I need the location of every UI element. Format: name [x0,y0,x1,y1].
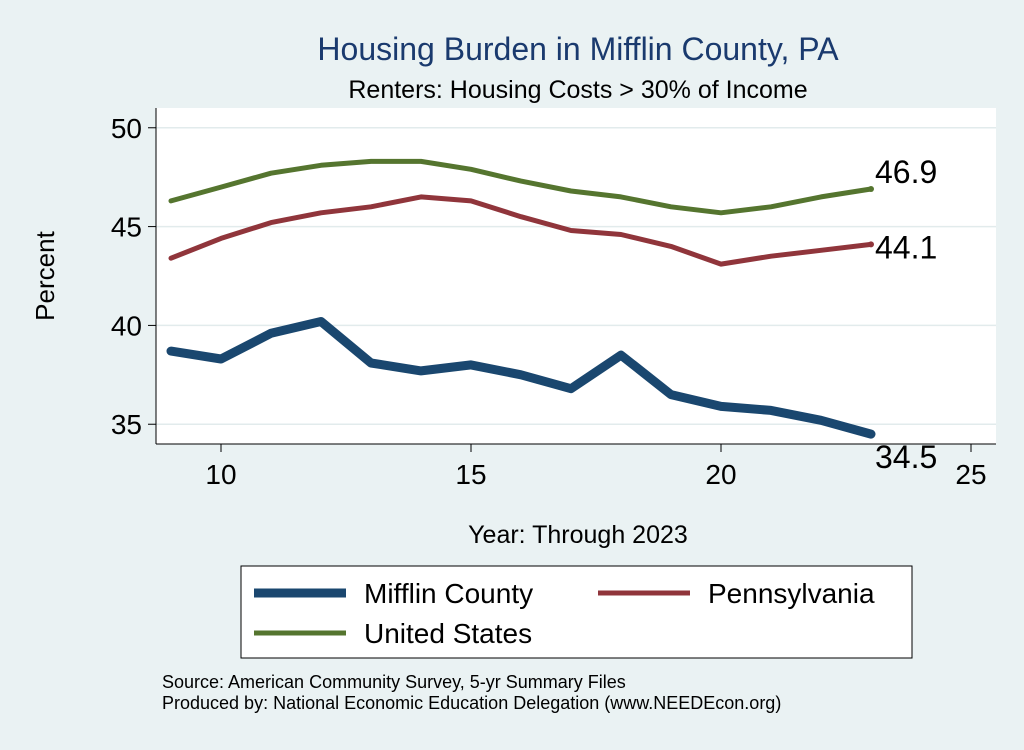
x-tick-label-25: 25 [955,459,986,490]
point-united-states-23 [868,186,874,192]
legend-label-mifflin: Mifflin County [364,578,533,609]
source-line-1: Source: American Community Survey, 5-yr … [162,672,626,692]
x-axis-title: Year: Through 2023 [468,521,688,549]
y-tick-label-40: 40 [111,310,142,341]
x-tick-label-20: 20 [705,459,736,490]
point-mifflin-23 [868,431,874,437]
source-line-2: Produced by: National Economic Education… [162,693,781,713]
plot-area [156,108,996,444]
y-axis-title: Percent [30,230,60,320]
x-tick-label-10: 10 [205,459,236,490]
chart-subtitle: Renters: Housing Costs > 30% of Income [348,76,807,104]
chart-title: Housing Burden in Mifflin County, PA [317,31,839,67]
legend-label-pennsylvania: Pennsylvania [708,578,875,609]
end-label-pennsylvania: 44.1 [875,229,937,265]
legend: Mifflin County Pennsylvania United State… [241,566,912,658]
end-label-united-states: 46.9 [875,154,937,190]
y-tick-label-35: 35 [111,409,142,440]
y-tick-label-45: 45 [111,212,142,243]
point-pennsylvania-23 [868,241,874,247]
x-tick-label-15: 15 [455,459,486,490]
end-label-mifflin: 34.5 [875,439,937,475]
legend-label-united-states: United States [364,618,532,649]
y-tick-label-50: 50 [111,113,142,144]
